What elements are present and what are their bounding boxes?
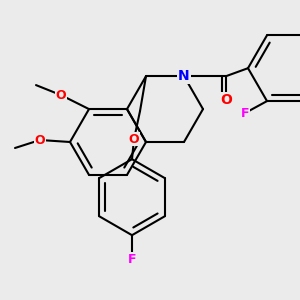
Text: O: O [220,93,232,107]
Text: O: O [35,134,45,146]
Text: F: F [128,253,136,266]
Text: F: F [241,106,249,120]
Text: N: N [178,69,190,83]
Text: O: O [56,88,66,102]
Text: O: O [129,133,139,146]
